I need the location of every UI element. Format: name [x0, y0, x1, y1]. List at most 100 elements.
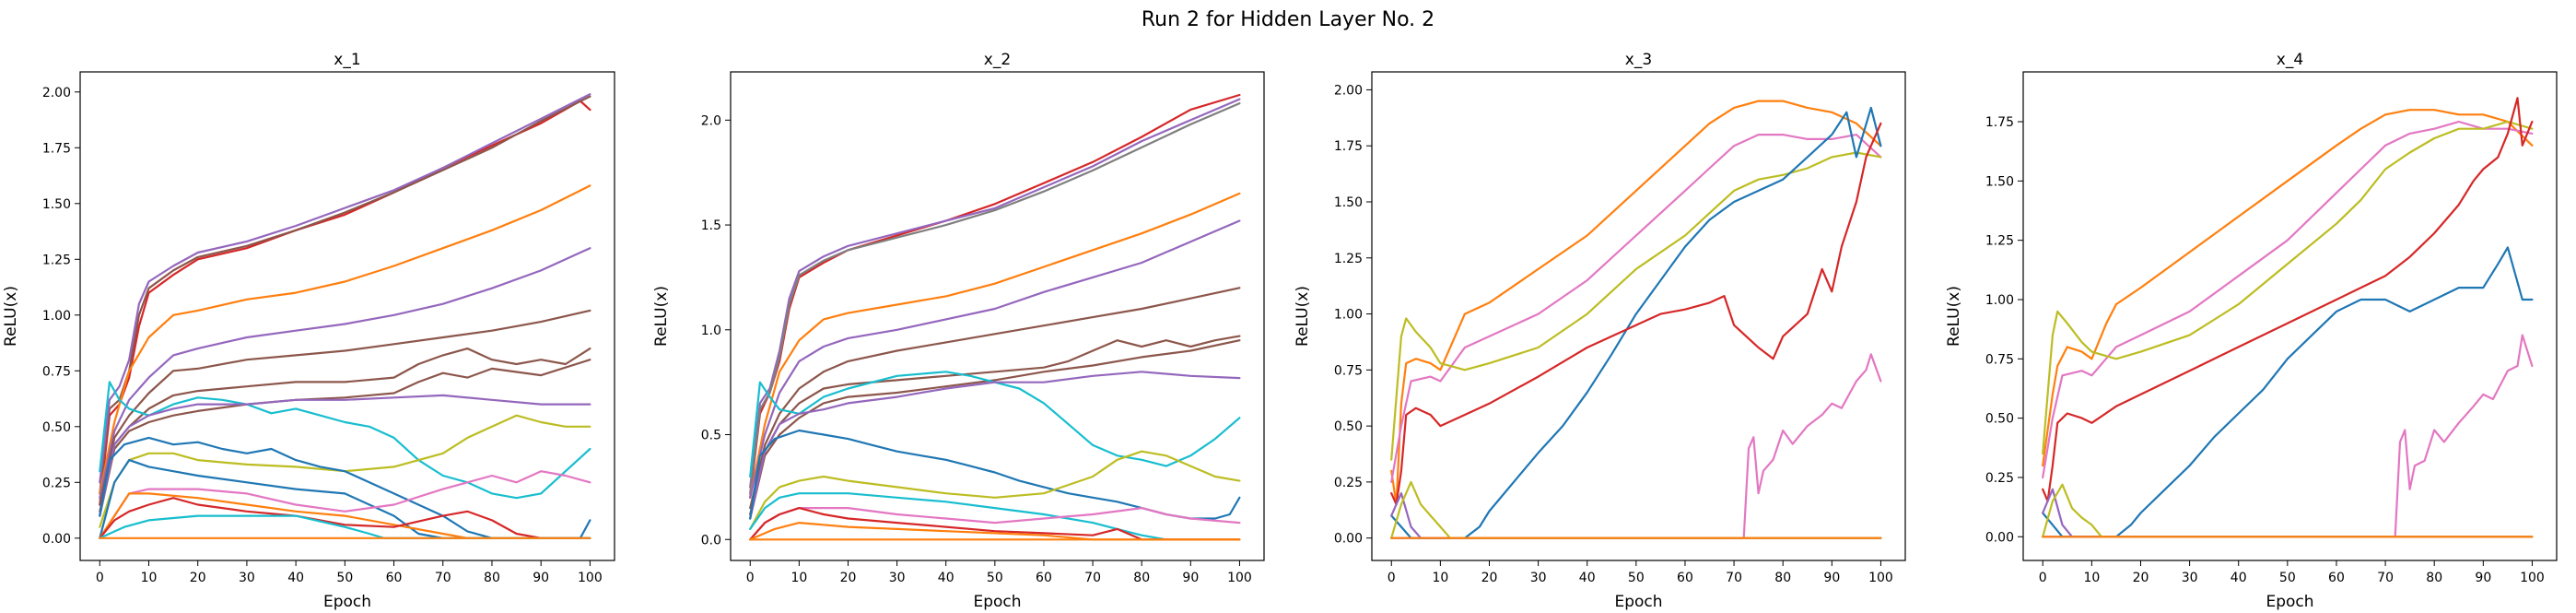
- y-tick-label: 1.00: [1985, 293, 2014, 308]
- x-tick-label: 50: [987, 571, 1003, 585]
- x-tick-label: 20: [2133, 571, 2149, 585]
- series-group: [1390, 100, 1882, 539]
- x-tick-label: 40: [938, 571, 954, 585]
- x-tick-label: 40: [2231, 571, 2247, 585]
- y-tick-label: 0.00: [42, 532, 71, 547]
- x-tick-label: 30: [239, 571, 255, 585]
- subplot-3: 0 10 20 30 40 50 60 70 80 90 100 0.00 0.25 0.50 0.75 1.…: [1294, 51, 1906, 611]
- series-line-5: [749, 219, 1241, 499]
- series-line-8: [99, 359, 591, 517]
- series-line-5: [99, 247, 591, 500]
- x-tick-label: 50: [2279, 571, 2296, 585]
- x-tick-label: 20: [190, 571, 206, 585]
- x-tick-label: 90: [2475, 571, 2491, 585]
- series-line-8: [2042, 488, 2534, 538]
- y-tick-label: 1.75: [1985, 115, 2014, 130]
- series-line-9: [1390, 480, 1882, 539]
- axes-frame: [730, 71, 1265, 561]
- y-tick-label: 0.75: [42, 364, 71, 379]
- x-tick-label: 0: [1388, 571, 1396, 585]
- y-tick-label: 1.75: [1334, 139, 1363, 154]
- y-tick-label: 0.25: [1334, 476, 1363, 490]
- axes-frame: [1371, 71, 1906, 561]
- series-line-3: [2042, 120, 2534, 455]
- x-tick-label: 0: [96, 571, 104, 585]
- subplot-title: x_4: [2277, 51, 2303, 69]
- x-tick-label: 0: [746, 571, 755, 585]
- x-tick-label: 50: [336, 571, 353, 585]
- series-line-14: [99, 470, 591, 539]
- y-tick-label: 1.00: [1334, 308, 1363, 323]
- subplot-title: x_1: [334, 51, 360, 69]
- axes-frame: [2022, 71, 2558, 561]
- y-tick-label: 0.75: [1985, 352, 2014, 367]
- x-tick-label: 100: [2520, 571, 2545, 585]
- x-axis-label: Epoch: [323, 593, 371, 611]
- x-tick-label: 80: [2426, 571, 2442, 585]
- series-line-1: [1390, 100, 1882, 506]
- y-tick-label: 0.25: [1985, 471, 2014, 486]
- subplot-title: x_2: [984, 51, 1011, 69]
- series-line-7: [2042, 512, 2534, 538]
- y-axis-label: ReLU(x): [2, 286, 20, 347]
- y-tick-label: 0.75: [1334, 363, 1363, 378]
- x-tick-label: 100: [1227, 571, 1252, 585]
- series-line-7: [99, 348, 591, 513]
- x-tick-label: 80: [484, 571, 500, 585]
- y-tick-label: 0.5: [701, 429, 721, 443]
- series-line-9: [2042, 483, 2534, 538]
- x-tick-label: 40: [287, 571, 304, 585]
- y-tick-label: 2.00: [42, 86, 71, 100]
- series-line-1: [2042, 109, 2534, 467]
- series-line-6: [99, 309, 591, 506]
- series-line-2: [749, 98, 1241, 489]
- series-line-8: [749, 339, 1241, 520]
- series-line-13: [749, 492, 1241, 541]
- y-tick-label: 0.00: [1334, 532, 1363, 547]
- figure-title: Run 2 for Hidden Layer No. 2: [1142, 8, 1434, 31]
- y-axis-label: ReLU(x): [652, 286, 671, 347]
- x-tick-label: 80: [1133, 571, 1150, 585]
- x-tick-label: 10: [2083, 571, 2100, 585]
- subplot-grid: 0 10 20 30 40 50 60 70 80 90 1000.000.250.500.751.…: [2, 51, 2558, 611]
- x-tick-label: 70: [2377, 571, 2394, 585]
- x-axis-label: Epoch: [1614, 593, 1662, 611]
- series-line-9: [99, 381, 591, 500]
- series-line-16: [749, 521, 1241, 541]
- y-tick-label: 2.0: [701, 113, 721, 128]
- y-tick-label: 1.50: [42, 197, 71, 212]
- y-tick-label: 1.25: [1985, 234, 2014, 249]
- x-axis-label: Epoch: [973, 593, 1021, 611]
- subplot-4: 0 10 20 30 40 50 60 70 80 90 100 0.00 0.25 0.50 0.75 1.…: [1945, 51, 2558, 611]
- series-line-2: [2042, 120, 2534, 479]
- x-tick-label: 10: [1432, 571, 1448, 585]
- subplot-1: 0 10 20 30 40 50 60 70 80 90 100 0.00 0.25 0.50 0.75 1.…: [2, 51, 615, 611]
- series-line-12: [749, 450, 1241, 531]
- y-tick-label: 0.0: [701, 533, 721, 548]
- x-tick-label: 90: [1823, 571, 1840, 585]
- x-tick-label: 30: [889, 571, 906, 585]
- subplot-title: x_3: [1625, 51, 1652, 69]
- series-line-4: [1390, 106, 1882, 539]
- x-tick-label: 100: [578, 571, 603, 585]
- y-tick-label: 1.00: [42, 309, 71, 324]
- x-tick-label: 20: [1481, 571, 1498, 585]
- x-tick-label: 70: [435, 571, 451, 585]
- series-line-16: [99, 497, 591, 539]
- series-line-4: [99, 184, 591, 495]
- series-line-10: [99, 394, 591, 517]
- x-axis-label: Epoch: [2266, 593, 2313, 611]
- series-line-15: [749, 506, 1241, 541]
- y-tick-label: 1.0: [701, 324, 721, 338]
- series-line-5: [2042, 97, 2534, 502]
- x-tick-label: 30: [2182, 571, 2198, 585]
- y-tick-label: 0.50: [42, 420, 71, 435]
- series-line-17: [99, 514, 591, 539]
- series-group: [99, 93, 591, 539]
- y-tick-label: 0.00: [1985, 530, 2014, 545]
- series-line-3: [99, 93, 591, 484]
- x-tick-label: 60: [386, 571, 403, 585]
- series-line-2: [1390, 134, 1882, 484]
